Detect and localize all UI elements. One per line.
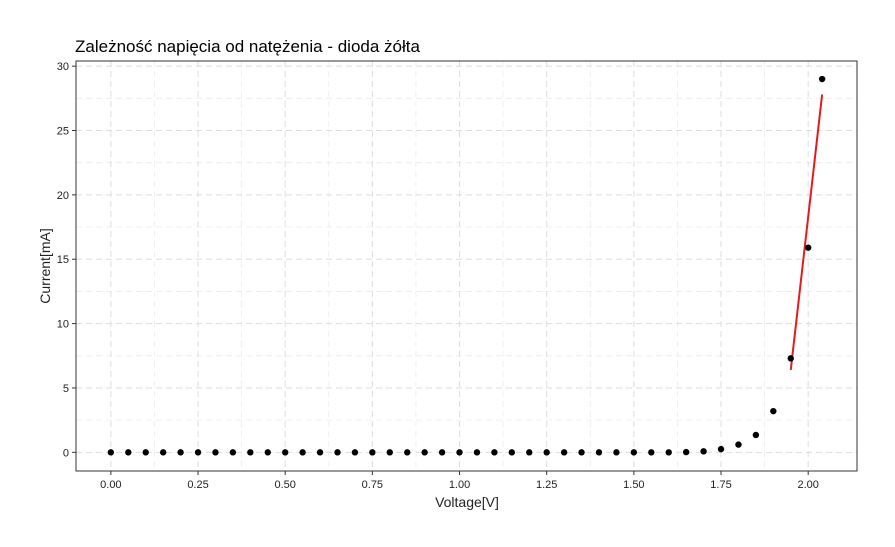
x-axis-title: Voltage[V]: [435, 494, 499, 510]
data-point: [229, 449, 237, 456]
data-points: [107, 75, 826, 456]
x-tick-label: 1.50: [623, 479, 644, 491]
data-point: [473, 449, 481, 456]
y-tick-label: 10: [57, 319, 69, 331]
data-point: [648, 449, 655, 456]
x-tick-label: 1.00: [449, 479, 470, 491]
data-point: [700, 448, 707, 455]
x-axis: 0.00 0.25 0.50 0.75 1.00 1.25 1.50 1.75 2.00: [100, 471, 819, 491]
data-point: [369, 449, 376, 456]
data-point: [404, 449, 411, 456]
data-point: [578, 449, 585, 456]
y-tick-label: 5: [63, 383, 69, 395]
data-point: [351, 449, 359, 456]
data-point: [595, 449, 603, 456]
data-point: [281, 449, 289, 456]
data-point: [316, 449, 324, 456]
data-point: [752, 431, 760, 439]
grid-minor: [76, 61, 857, 471]
data-point: [770, 407, 777, 415]
data-point: [212, 449, 219, 456]
y-tick-label: 20: [57, 190, 69, 202]
fit-line: [789, 94, 824, 371]
data-point: [247, 449, 254, 456]
y-axis: 0 5 10 15 20 25 30: [57, 61, 76, 459]
data-point: [665, 449, 672, 456]
fit-line-group: [789, 94, 824, 371]
grid-major: [76, 61, 857, 471]
chart-title: Zależność napięcia od natężenia - dioda …: [75, 37, 420, 56]
data-point: [264, 449, 271, 456]
data-point: [543, 449, 550, 456]
data-point: [613, 449, 620, 456]
data-point: [194, 449, 202, 456]
y-tick-label: 25: [57, 126, 69, 138]
data-point: [560, 449, 568, 456]
data-point: [735, 441, 742, 448]
data-point: [630, 449, 638, 456]
data-point: [334, 449, 341, 456]
x-tick-label: 1.25: [536, 479, 557, 491]
y-tick-label: 15: [57, 254, 69, 266]
data-point: [508, 449, 516, 456]
y-tick-label: 30: [57, 61, 69, 73]
x-tick-label: 0.25: [187, 479, 208, 491]
x-tick-label: 0.50: [274, 479, 295, 491]
data-point: [456, 449, 463, 456]
data-point: [107, 449, 115, 456]
data-point: [682, 448, 690, 456]
data-point: [818, 75, 826, 83]
data-point: [142, 449, 149, 456]
x-tick-label: 0.75: [362, 479, 383, 491]
data-point: [804, 244, 812, 251]
data-point: [177, 449, 184, 456]
x-tick-label: 2.00: [797, 479, 818, 491]
x-tick-label: 1.75: [710, 479, 731, 491]
data-point: [125, 449, 132, 456]
data-point: [787, 355, 794, 362]
data-point: [386, 449, 393, 456]
data-point: [438, 449, 446, 456]
y-tick-label: 0: [63, 447, 69, 459]
data-point: [159, 449, 167, 456]
plot-panel: [75, 60, 858, 472]
x-tick-label: 0.00: [100, 479, 121, 491]
data-point: [717, 445, 725, 453]
data-point: [299, 449, 306, 456]
data-point: [526, 449, 533, 456]
y-axis-title: Current[mA]: [37, 228, 53, 303]
data-point: [491, 449, 498, 456]
data-point: [421, 449, 428, 456]
